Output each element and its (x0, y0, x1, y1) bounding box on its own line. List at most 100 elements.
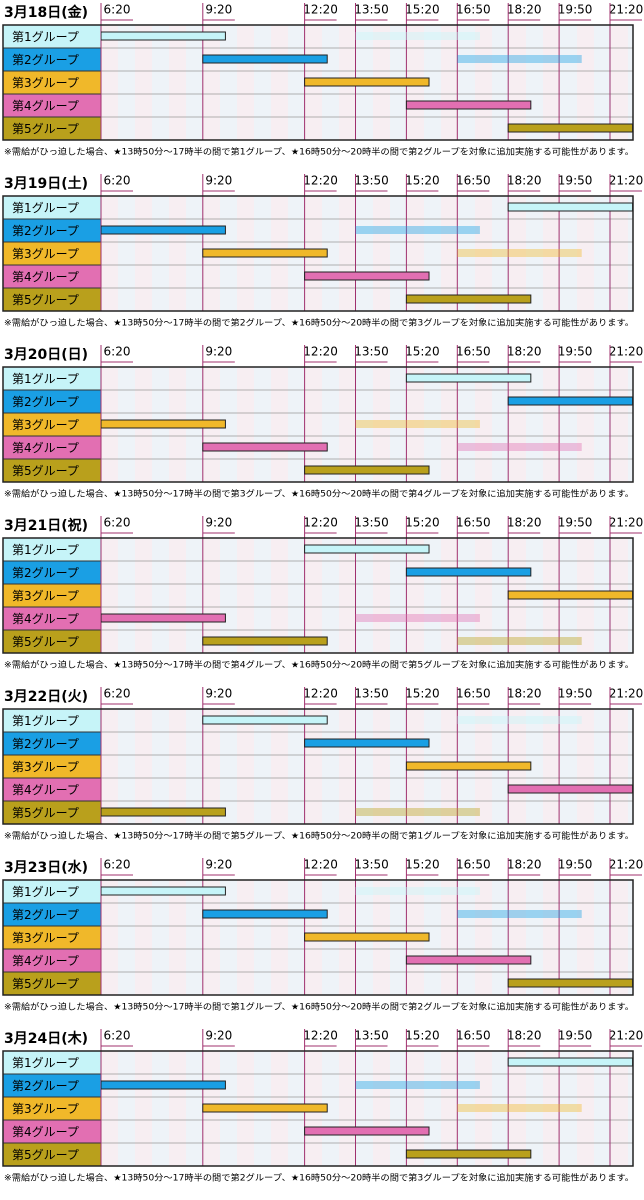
stripe (509, 25, 526, 140)
stripe (577, 1051, 594, 1166)
date: 3月20日(日) (4, 347, 88, 363)
stripe (356, 196, 373, 311)
stripe (628, 880, 633, 995)
time-label: 19:50 (558, 687, 593, 701)
bar (202, 909, 328, 919)
stripe (458, 196, 475, 311)
note: ※需給がひっ迫した場合、★13時50分～17時半の間で第2グループ、★16時50… (4, 1172, 634, 1184)
time-label: 19:50 (558, 858, 593, 872)
time-label: 16:50 (456, 687, 491, 701)
time-label: 15:20 (405, 345, 440, 359)
stripe (611, 709, 628, 824)
time-label: 12:20 (303, 174, 338, 188)
stripe (373, 709, 390, 824)
time-label: 9:20 (205, 345, 232, 359)
stripe (560, 880, 577, 995)
stripe (118, 25, 135, 140)
stripe (101, 25, 118, 140)
time-label: 16:50 (456, 345, 491, 359)
group-label: 第5グループ (12, 293, 79, 307)
stripe (424, 1051, 441, 1166)
stripe (152, 25, 169, 140)
grid-frame (2, 1050, 634, 1167)
stripe (458, 538, 475, 653)
grid-frame (2, 195, 634, 312)
stripe (628, 1051, 633, 1166)
bar (355, 420, 480, 428)
group-label: 第4グループ (12, 954, 79, 968)
stripe (152, 1051, 169, 1166)
stripe (543, 880, 560, 995)
stripe (458, 367, 475, 482)
stripe (560, 367, 577, 482)
note: ※需給がひっ迫した場合、★13時50分～17時半の間で第5グループ、★16時50… (4, 830, 634, 842)
time-label: 18:20 (507, 858, 542, 872)
stripe (577, 880, 594, 995)
time-label: 6:20 (104, 516, 131, 530)
bar (507, 123, 633, 133)
stripe (543, 367, 560, 482)
stripe (271, 25, 288, 140)
stripe (203, 538, 220, 653)
group-label: 第5グループ (12, 122, 79, 136)
bar (355, 226, 480, 234)
stripe (407, 538, 424, 653)
stripe (509, 880, 526, 995)
stripe (288, 367, 305, 482)
stripe (254, 880, 271, 995)
group-label: 第4グループ (12, 270, 79, 284)
bar (304, 465, 430, 475)
stripe (169, 538, 186, 653)
time-label: 19:50 (558, 3, 593, 17)
stripe (424, 196, 441, 311)
stripe (135, 880, 152, 995)
stripe (594, 196, 611, 311)
stripe (475, 367, 492, 482)
stripe (543, 1051, 560, 1166)
bar (507, 978, 633, 988)
bar (405, 567, 532, 577)
time-label: 15:20 (405, 516, 440, 530)
bar (405, 955, 532, 965)
group-label: 第5グループ (12, 1148, 79, 1162)
group-label: 第4グループ (12, 783, 79, 797)
stripe (237, 709, 254, 824)
stripe (577, 25, 594, 140)
stripe (186, 538, 203, 653)
time-label: 18:20 (507, 174, 542, 188)
time-label: 13:50 (354, 516, 389, 530)
stripe (560, 196, 577, 311)
time-label: 13:50 (354, 858, 389, 872)
stripe (169, 196, 186, 311)
time-label: 12:20 (303, 345, 338, 359)
time-label: 15:20 (405, 858, 440, 872)
bar (202, 636, 328, 646)
stripe (390, 1051, 407, 1166)
time-label: 12:20 (303, 1029, 338, 1043)
stripe (577, 367, 594, 482)
grid-frame (2, 708, 634, 825)
group-label: 第1グループ (12, 543, 79, 557)
stripe (152, 196, 169, 311)
stripe (152, 538, 169, 653)
stripe (407, 1051, 424, 1166)
stripe (186, 709, 203, 824)
time-label: 15:20 (405, 1029, 440, 1043)
bar (101, 613, 226, 623)
stripe (101, 880, 118, 995)
stripe (594, 709, 611, 824)
note: ※需給がひっ迫した場合、★13時50分～17時半の間で第3グループ、★16時50… (4, 488, 634, 500)
bar (457, 443, 582, 451)
stripe (628, 25, 633, 140)
time-label: 21:20 (609, 3, 644, 17)
date: 3月18日(金) (4, 4, 88, 21)
stripe (271, 709, 288, 824)
bar (355, 808, 480, 816)
time-label: 15:20 (405, 174, 440, 188)
bar (304, 271, 430, 281)
stripe (526, 880, 543, 995)
stripe (254, 709, 271, 824)
